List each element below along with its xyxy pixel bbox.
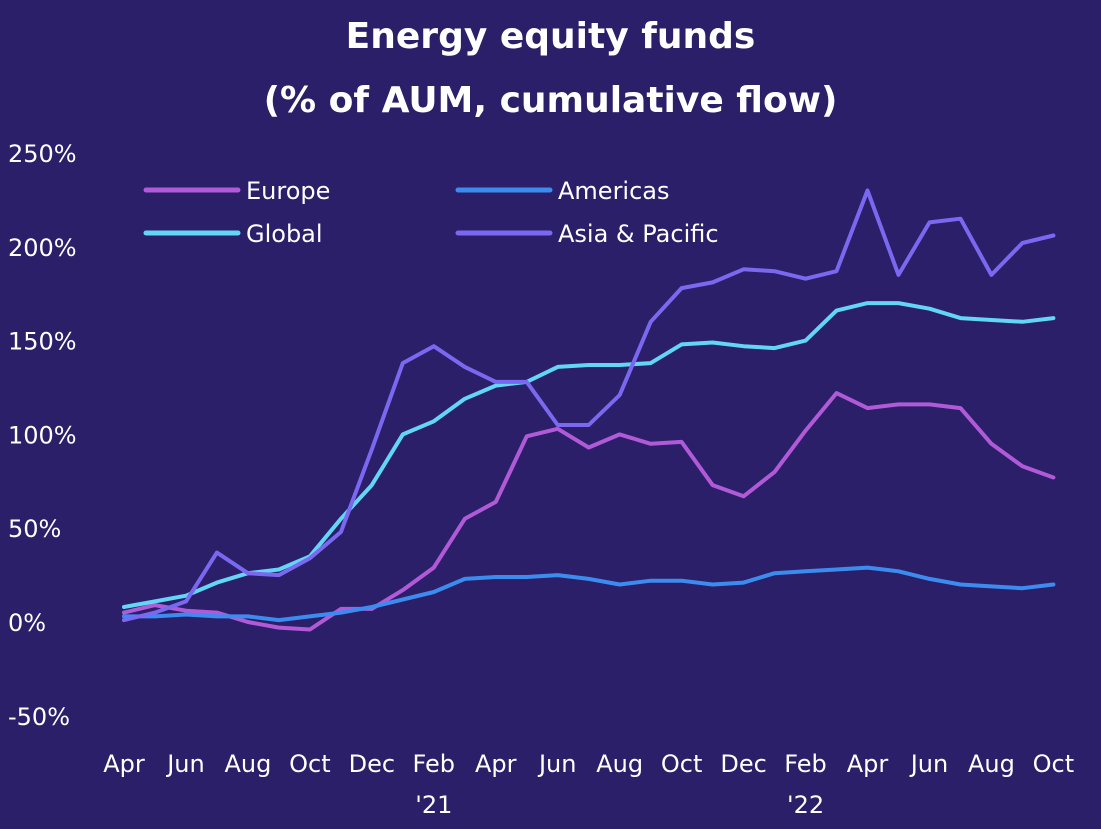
x-tick-label: Feb — [784, 750, 827, 778]
y-axis: 250% 200% 150% 100% 50% 0% -50% — [8, 140, 77, 731]
x-tick-label: Oct — [289, 750, 331, 778]
x-tick-label: Oct — [1033, 750, 1075, 778]
legend-item-europe: Europe — [143, 177, 330, 205]
x-tick-label: Oct — [661, 750, 703, 778]
y-tick-label: 250% — [8, 140, 77, 168]
legend-label: Americas — [558, 177, 670, 205]
series-line-europe — [122, 391, 1056, 632]
series-line-americas — [122, 565, 1056, 623]
series-line-global — [122, 301, 1056, 609]
y-tick-label: -50% — [8, 703, 70, 731]
legend-label: Europe — [246, 177, 330, 205]
x-tick-label: Dec — [720, 750, 766, 778]
legend-label: Asia & Pacific — [558, 220, 719, 248]
y-tick-label: 0% — [8, 609, 46, 637]
legend-item-asia-pacific: Asia & Pacific — [455, 220, 719, 248]
series-line-asia-pacific — [122, 188, 1056, 623]
x-tick-label: Apr — [847, 750, 889, 778]
legend-item-global: Global — [143, 220, 323, 248]
legend-item-americas: Americas — [455, 177, 670, 205]
x-tick-label: Aug — [968, 750, 1015, 778]
y-tick-label: 100% — [8, 421, 77, 449]
x-tick-label: Jun — [909, 750, 949, 778]
series-layer — [122, 188, 1056, 632]
y-tick-label: 50% — [8, 515, 61, 543]
x-year-label: '22 — [787, 791, 824, 819]
x-tick-label: Feb — [413, 750, 456, 778]
x-tick-label: Aug — [596, 750, 643, 778]
x-axis: Apr Jun Aug Oct Dec Feb Apr Jun Aug Oct Dec Feb Apr J… — [103, 750, 1074, 819]
chart-title-line-1: Energy equity funds — [345, 16, 756, 57]
x-tick-label: Aug — [224, 750, 271, 778]
x-tick-label: Jun — [537, 750, 577, 778]
y-tick-label: 200% — [8, 234, 77, 262]
x-tick-label: Dec — [349, 750, 395, 778]
x-tick-label: Apr — [103, 750, 145, 778]
x-tick-label: Apr — [475, 750, 517, 778]
x-tick-label: Jun — [165, 750, 205, 778]
y-tick-label: 150% — [8, 328, 77, 356]
x-year-label: '21 — [415, 791, 452, 819]
legend-label: Global — [246, 220, 323, 248]
chart-title-line-2: (% of AUM, cumulative flow) — [263, 80, 838, 121]
legend: Europe Americas Global Asia & Pacific — [143, 177, 719, 248]
